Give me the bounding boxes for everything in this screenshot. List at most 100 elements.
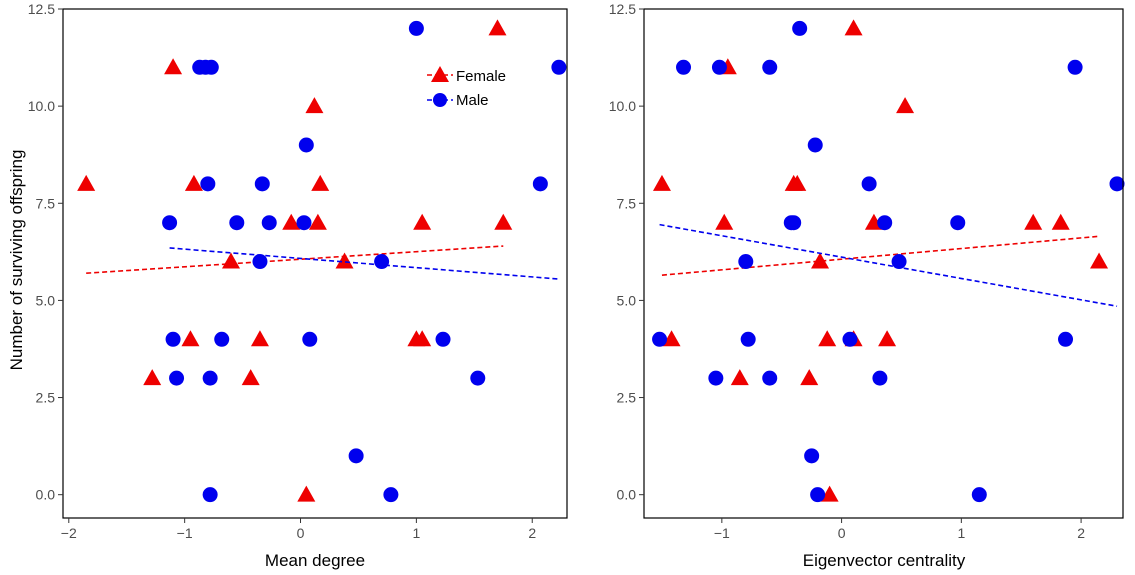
panel-1-female-point-10: [305, 97, 324, 114]
panel-2-x-tick-label-2: 1: [957, 525, 965, 541]
panel-1-female-point-16: [413, 213, 432, 230]
panel-1-female-point-11: [308, 213, 327, 230]
panel-2-female-point-10: [820, 485, 839, 502]
panel-1-male-point-11: [252, 254, 268, 270]
panel-1-female-point-12: [311, 174, 330, 191]
panel-2-border: [643, 8, 1124, 519]
panel-1-x-tick-label-4: 2: [528, 525, 536, 541]
panel-2-x-tick-label-1: 0: [838, 525, 846, 541]
panel-2-male-point-2: [708, 370, 724, 386]
panel-1-female-point-18: [494, 213, 513, 230]
panel-1-male-point-17: [348, 448, 364, 464]
panel-1-male-point-7: [202, 370, 218, 386]
legend-male-label: Male: [456, 92, 489, 109]
legend: Female Male: [427, 66, 506, 109]
panel-1-marks: [77, 19, 567, 503]
panel-2-y-tick-label-0: 0.0: [617, 487, 637, 503]
panel-1-female-point-17: [488, 19, 507, 36]
panel-2-axes: −1 0 1 2 0.0 2.5 5.0 7.5 10.0 12.5: [609, 1, 1085, 541]
panel-1-y-tick-label-0: 0.0: [36, 487, 56, 503]
panel-1-female-point-6: [241, 369, 260, 386]
panel-1-female-point-13: [335, 252, 354, 269]
panel-1-female-point-8: [282, 213, 301, 230]
y-axis-title: Number of surviving offspring: [7, 150, 26, 371]
panel-2-male-point-22: [1067, 59, 1083, 75]
panel-1-male-point-13: [261, 215, 277, 231]
panel-1-male-point-24: [551, 59, 567, 75]
panel-2-y-tick-label-4: 10.0: [609, 98, 636, 114]
panel-2-male-point-17: [877, 215, 893, 231]
panel-2-male-point-21: [1058, 331, 1074, 347]
panel-2-y-tick-label-5: 12.5: [609, 1, 636, 17]
panel-eigenvector-centrality: −1 0 1 2 0.0 2.5 5.0 7.5 10.0 12.5 Eigenvector ce…: [609, 1, 1125, 570]
panel-2-female-trend-line: [661, 235, 1100, 276]
panel-2-male-trend-line: [659, 223, 1118, 308]
legend-female-label: Female: [456, 68, 506, 85]
panel-2-male-point-1: [676, 59, 692, 75]
panel-1-male-point-23: [532, 176, 548, 192]
panel-1-male-point-6: [200, 176, 216, 192]
panel-2-male-point-12: [807, 137, 823, 153]
panel-2-x-tick-label-0: −1: [714, 525, 730, 541]
panel-2-male-point-0: [652, 331, 668, 347]
panel-1-border: [62, 8, 568, 519]
panel-1-female-point-7: [250, 330, 269, 347]
panel-2-male-point-9: [786, 215, 802, 231]
panel-mean-degree: −2 −1 0 1 20.02.55.07.510.012.5 Mean degree …: [28, 1, 568, 570]
panel-2-y-tick-label-2: 5.0: [617, 292, 637, 308]
panel-2-female-point-1: [662, 330, 681, 347]
panel-1-female-point-1: [164, 58, 183, 75]
panel-1-x-axis-title: Mean degree: [265, 551, 365, 570]
panel-2-female-point-8: [811, 252, 830, 269]
panel-2-female-point-7: [800, 369, 819, 386]
panel-1-male-point-5: [203, 59, 219, 75]
panel-1-male-trend-line: [169, 247, 559, 280]
panel-1-male-point-22: [470, 370, 486, 386]
panel-1-male-point-16: [302, 331, 318, 347]
panel-2-male-point-15: [861, 176, 877, 192]
panel-2-male-point-20: [971, 487, 987, 503]
panel-2-male-point-16: [872, 370, 888, 386]
panel-2-male-point-7: [762, 370, 778, 386]
panel-2-male-point-10: [792, 20, 808, 36]
panel-2-male-point-6: [762, 59, 778, 75]
panel-2-female-point-9: [818, 330, 837, 347]
panel-2-female-point-14: [878, 330, 897, 347]
panel-2-y-tick-label-1: 2.5: [617, 390, 637, 406]
panel-2-female-point-0: [652, 174, 671, 191]
panel-1-male-point-12: [254, 176, 270, 192]
panel-1-female-point-5: [222, 252, 240, 269]
panel-2-female-point-15: [896, 97, 915, 114]
panel-1-female-point-15: [413, 330, 432, 347]
panel-2-male-point-18: [891, 254, 907, 270]
panel-1-female-point-2: [184, 174, 203, 191]
panel-2-female-point-18: [1090, 252, 1109, 269]
panel-2-male-point-11: [804, 448, 820, 464]
panel-1-female-trend-line: [86, 245, 504, 275]
panel-1-male-point-2: [169, 370, 185, 386]
panel-2-male-point-23: [1109, 176, 1125, 192]
panel-1-female-point-0: [77, 174, 96, 191]
panel-1-male-point-20: [408, 20, 424, 36]
panel-2-x-tick-label-3: 2: [1077, 525, 1085, 541]
panel-1-male-point-9: [214, 331, 230, 347]
panel-1-male-point-19: [383, 487, 399, 503]
panel-2-female-point-6: [788, 174, 807, 191]
panel-2-male-point-19: [950, 215, 966, 231]
panel-2-male-point-4: [738, 254, 754, 270]
legend-female-marker: [431, 66, 449, 82]
panel-2-female-point-17: [1051, 213, 1070, 230]
panel-1-male-point-14: [296, 215, 312, 231]
panel-1-y-tick-label-2: 5.0: [36, 292, 56, 308]
panel-2-female-point-16: [1024, 213, 1043, 230]
panel-2-female-point-12: [844, 19, 863, 36]
panel-1-axes: −2 −1 0 1 2 0.0 2.5 5.0 7.5 10.0 12.5: [28, 1, 537, 541]
panel-1-y-tick-label-1: 2.5: [36, 390, 56, 406]
panel-2-male-point-13: [810, 487, 826, 503]
panel-2-male-point-3: [711, 59, 727, 75]
panel-1-male-point-10: [229, 215, 245, 231]
panel-1-male-point-21: [435, 331, 451, 347]
panel-1-male-point-15: [298, 137, 314, 153]
panel-1-female-point-9: [297, 485, 316, 502]
